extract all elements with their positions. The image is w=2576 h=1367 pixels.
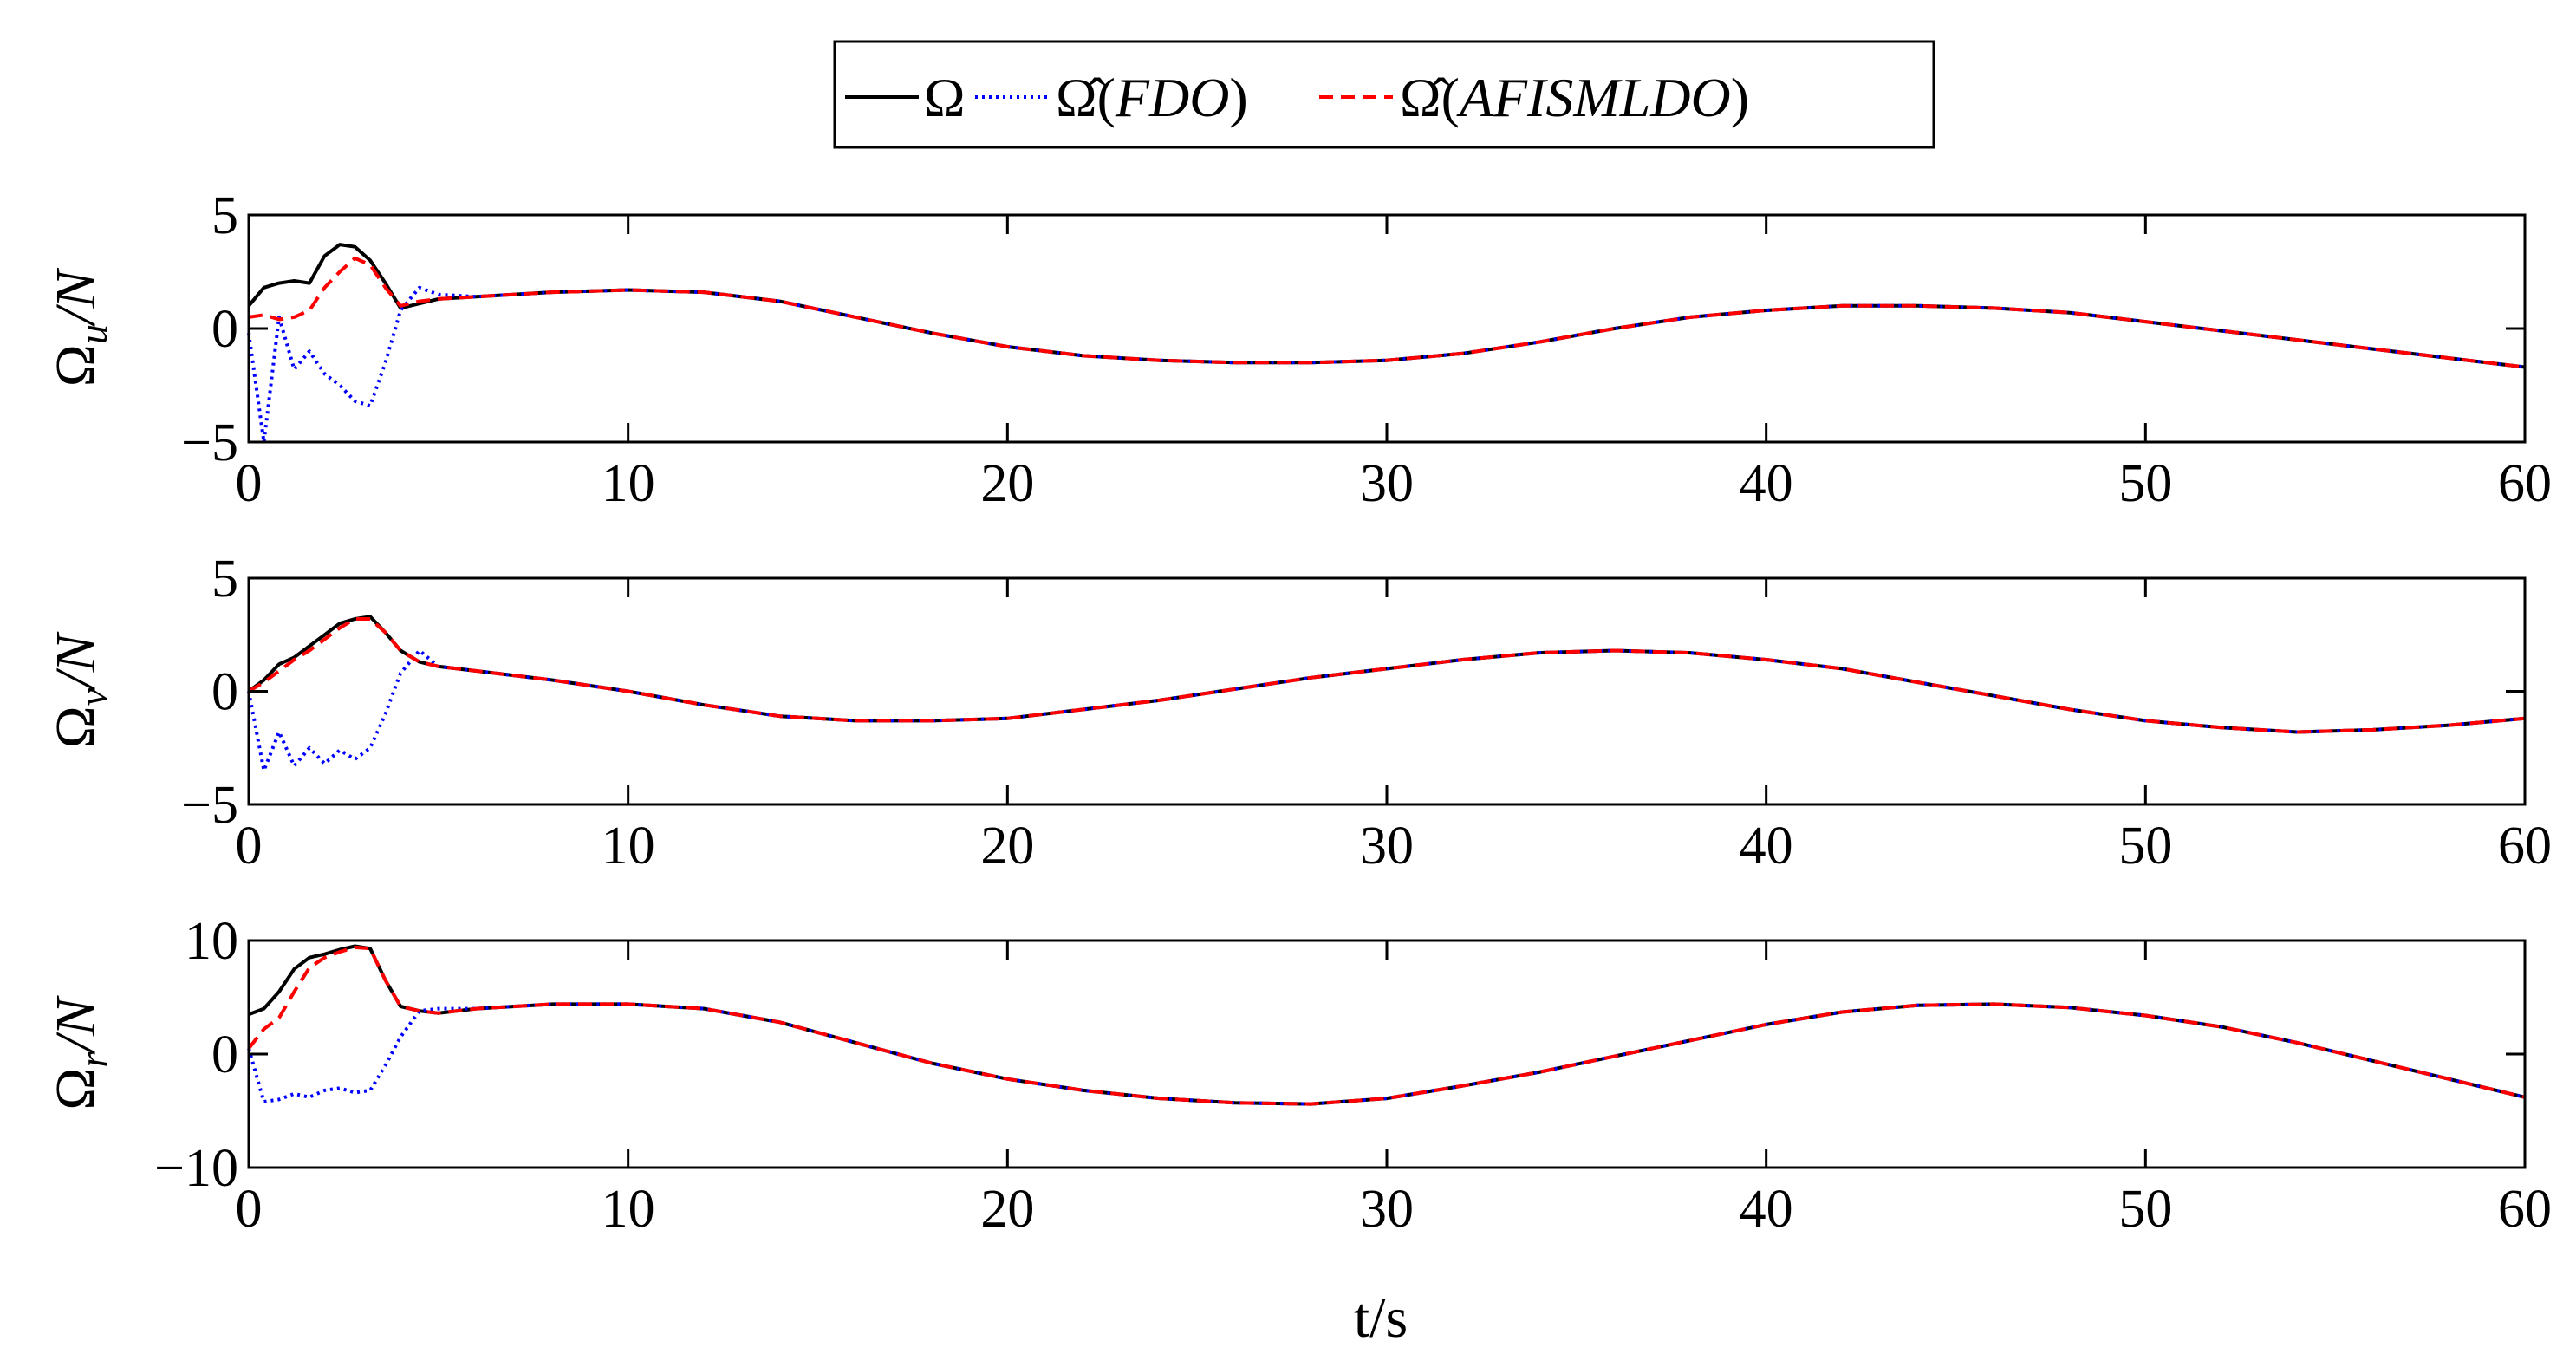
y-tick-label: −10 [154,1139,238,1198]
series-line-afismldo [247,617,2526,734]
x-tick-label: 60 [2498,454,2552,513]
x-tick-label: 10 [602,454,655,513]
y-tick-label: −5 [181,413,238,472]
y-tick-label: −5 [181,776,238,835]
x-tick-label: 30 [1360,817,1414,876]
legend: Ω Ω̂(FDO) Ω̂(AFISMLDO) [833,40,1935,149]
x-tick-label: 0 [236,817,263,876]
axes-box [247,939,2527,1169]
x-tick-label: 30 [1360,1180,1414,1239]
series-line-fdo [247,285,2526,444]
x-tick-label: 50 [2118,454,2172,513]
y-tick-label: 5 [211,186,238,245]
x-tick-label: 60 [2498,1180,2552,1239]
x-tick-label: 60 [2498,817,2552,876]
series-line-omega [247,615,2526,734]
legend-box [833,40,1935,149]
x-tick-label: 10 [602,817,655,876]
x-tick-label: 40 [1740,817,1793,876]
y-axis-label: Ωv/N [44,631,115,749]
x-tick-label: 20 [980,817,1034,876]
y-axis-label: Ωr/N [44,994,115,1110]
x-tick-label: 0 [236,1180,263,1239]
x-tick-label: 30 [1360,454,1414,513]
axes-box [247,213,2527,444]
y-tick-label: 5 [211,550,238,609]
axes-box [247,576,2527,806]
x-tick-label: 40 [1740,1180,1793,1239]
series-line-fdo [247,1002,2526,1106]
series-line-omega [248,944,2526,1106]
x-tick-label: 40 [1740,454,1793,513]
x-tick-label: 0 [236,454,263,513]
series-line-fdo [247,648,2526,772]
series-line-afismldo [247,945,2526,1106]
x-tick-label: 20 [980,1180,1034,1239]
x-tick-label: 20 [980,454,1034,513]
y-tick-label: 0 [211,663,238,722]
series-line-afismldo [248,256,2526,369]
x-tick-label: 50 [2118,817,2172,876]
y-tick-label: 0 [211,300,238,359]
legend-label-afismldo: Ω̂(AFISMLDO) [1400,67,1749,128]
x-tick-label: 10 [602,1180,655,1239]
y-tick-label: 10 [185,912,238,971]
y-axis-label: Ωu/N [44,267,115,387]
series-line-omega [247,243,2526,369]
legend-label-fdo: Ω̂(FDO) [1056,67,1248,128]
legend-label-omega: Ω [924,67,966,128]
x-axis-label: t/s [1354,1286,1408,1350]
x-tick-label: 50 [2118,1180,2172,1239]
y-tick-label: 0 [211,1025,238,1084]
